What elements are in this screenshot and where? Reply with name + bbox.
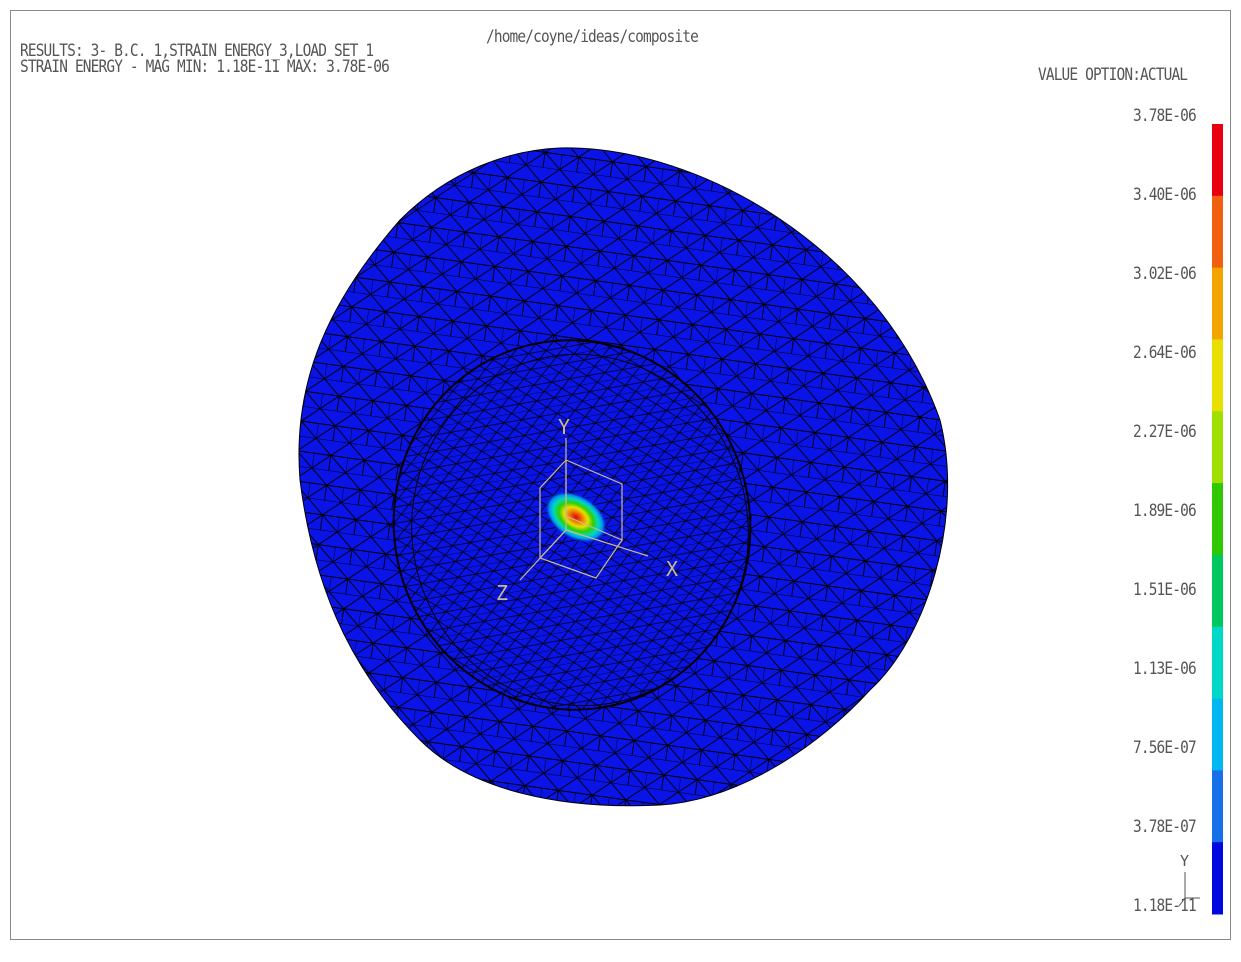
legend-color-segment: [1212, 770, 1223, 843]
legend-label: 1.89E-06: [1133, 501, 1197, 521]
legend-color-segment: [1212, 842, 1223, 915]
legend-color-segment: [1212, 554, 1223, 628]
model-body: [298, 147, 949, 807]
color-legend-bar: [1212, 124, 1223, 915]
triad-y-label: Y: [558, 415, 570, 439]
results-title: RESULTS: 3- B.C. 1,STRAIN ENERGY_3,LOAD …: [20, 41, 374, 61]
value-option: VALUE OPTION:ACTUAL: [1038, 65, 1188, 85]
strain-hotspot: [544, 491, 608, 543]
legend-label: 1.51E-06: [1133, 580, 1197, 600]
axis-triad: [519, 438, 649, 581]
corner-triad: [1178, 872, 1200, 907]
legend-color-segment: [1212, 339, 1223, 412]
legend-color-segment: [1212, 626, 1223, 700]
legend-color-segment: [1212, 195, 1223, 269]
triad-x-label: X: [666, 557, 678, 581]
legend-color-segment: [1212, 698, 1223, 771]
corner-triad-y-label: Y: [1180, 852, 1189, 870]
legend-label: 3.78E-07: [1133, 817, 1197, 837]
triad-z-label: Z: [496, 581, 508, 605]
legend-color-segment: [1212, 267, 1223, 340]
legend-label: 2.27E-06: [1133, 422, 1197, 442]
legend-label: 3.40E-06: [1133, 185, 1197, 205]
legend-label: 2.64E-06: [1133, 343, 1197, 363]
magnitude-range: STRAIN ENERGY - MAG MIN: 1.18E-11 MAX: 3…: [20, 57, 390, 77]
legend-color-segment: [1212, 483, 1223, 556]
legend-label: 1.18E-11: [1133, 896, 1197, 916]
legend-color-segment: [1212, 124, 1223, 197]
legend-color-segment: [1212, 411, 1223, 484]
legend-label: 3.78E-06: [1133, 106, 1197, 126]
legend-label: 1.13E-06: [1133, 659, 1197, 679]
file-path: /home/coyne/ideas/composite: [486, 27, 699, 47]
legend-label: 7.56E-07: [1133, 738, 1197, 758]
legend-label: 3.02E-06: [1133, 264, 1197, 284]
